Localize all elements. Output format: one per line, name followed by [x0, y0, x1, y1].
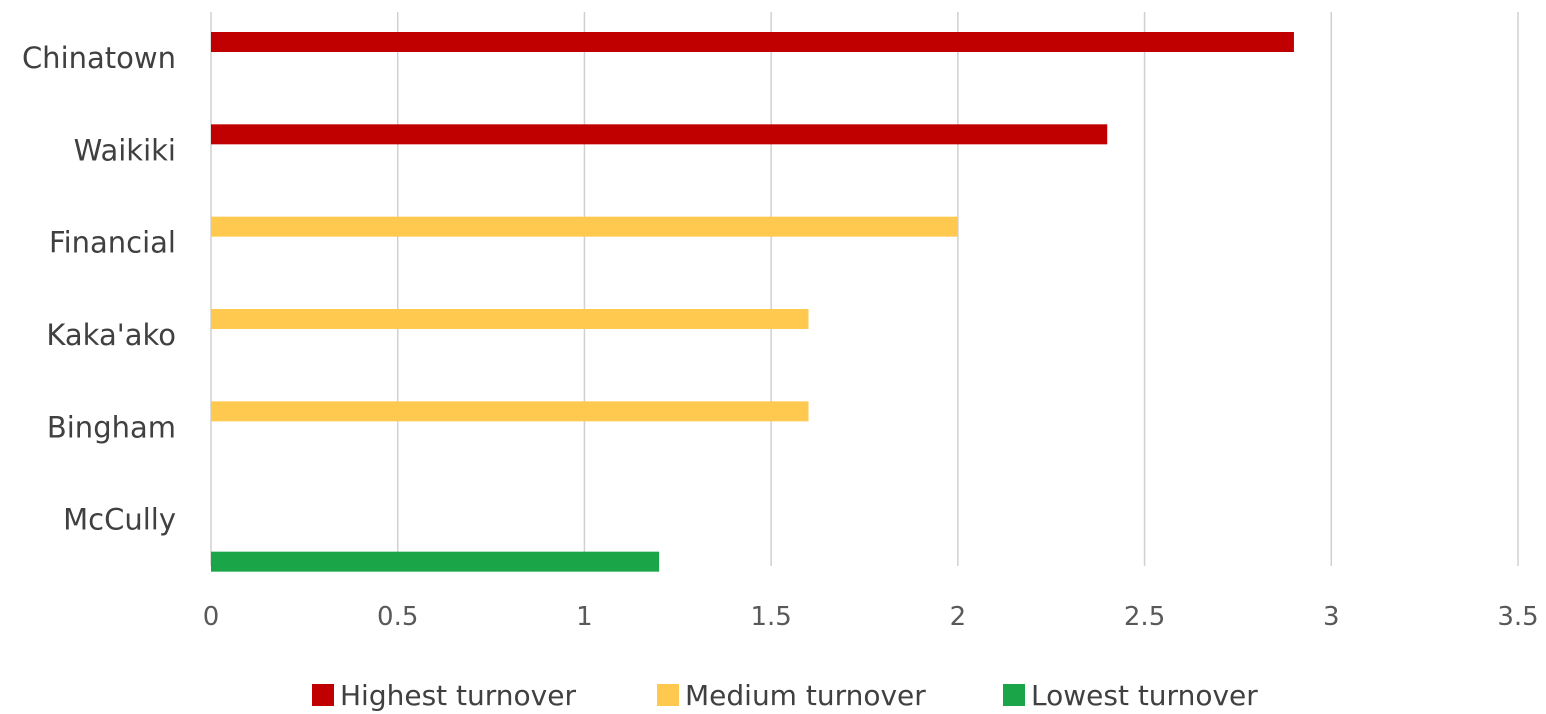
- legend-label: Lowest turnover: [1031, 679, 1258, 712]
- bar: [211, 401, 809, 422]
- legend-swatch: [312, 684, 334, 706]
- bar: [211, 551, 660, 572]
- x-tick-label: 3: [1323, 602, 1340, 632]
- category-label: Waikiki: [74, 133, 176, 167]
- bars: [211, 32, 1294, 572]
- x-tick-label: 3.5: [1497, 602, 1538, 632]
- category-label: Chinatown: [22, 41, 176, 75]
- category-label: Bingham: [47, 410, 176, 444]
- category-labels: Chinatown Waikiki Financial Kaka'ako Bingham…: [22, 41, 176, 537]
- legend: Highest turnover Medium turnover Lowest tu…: [312, 679, 1258, 712]
- category-label: Kaka'ako: [46, 318, 176, 352]
- bar: [211, 309, 809, 329]
- gridlines: [210, 12, 1519, 566]
- x-tick-label: 1.5: [750, 602, 791, 632]
- category-label: McCully: [63, 503, 176, 537]
- x-tick-label: 0: [203, 602, 220, 632]
- legend-swatch: [657, 684, 679, 706]
- x-tick-labels: 0 0.5 1 1.5 2 2.5 3 3.5: [203, 602, 1539, 632]
- bar: [211, 124, 1108, 145]
- legend-swatch: [1003, 684, 1025, 706]
- x-tick-label: 0.5: [377, 602, 418, 632]
- x-tick-label: 1: [576, 602, 593, 632]
- x-tick-label: 2: [950, 602, 967, 632]
- bar: [211, 32, 1294, 52]
- legend-label: Medium turnover: [685, 679, 926, 712]
- bar: [211, 216, 958, 237]
- legend-label: Highest turnover: [340, 679, 576, 712]
- category-label: Financial: [49, 226, 176, 260]
- x-tick-label: 2.5: [1124, 602, 1165, 632]
